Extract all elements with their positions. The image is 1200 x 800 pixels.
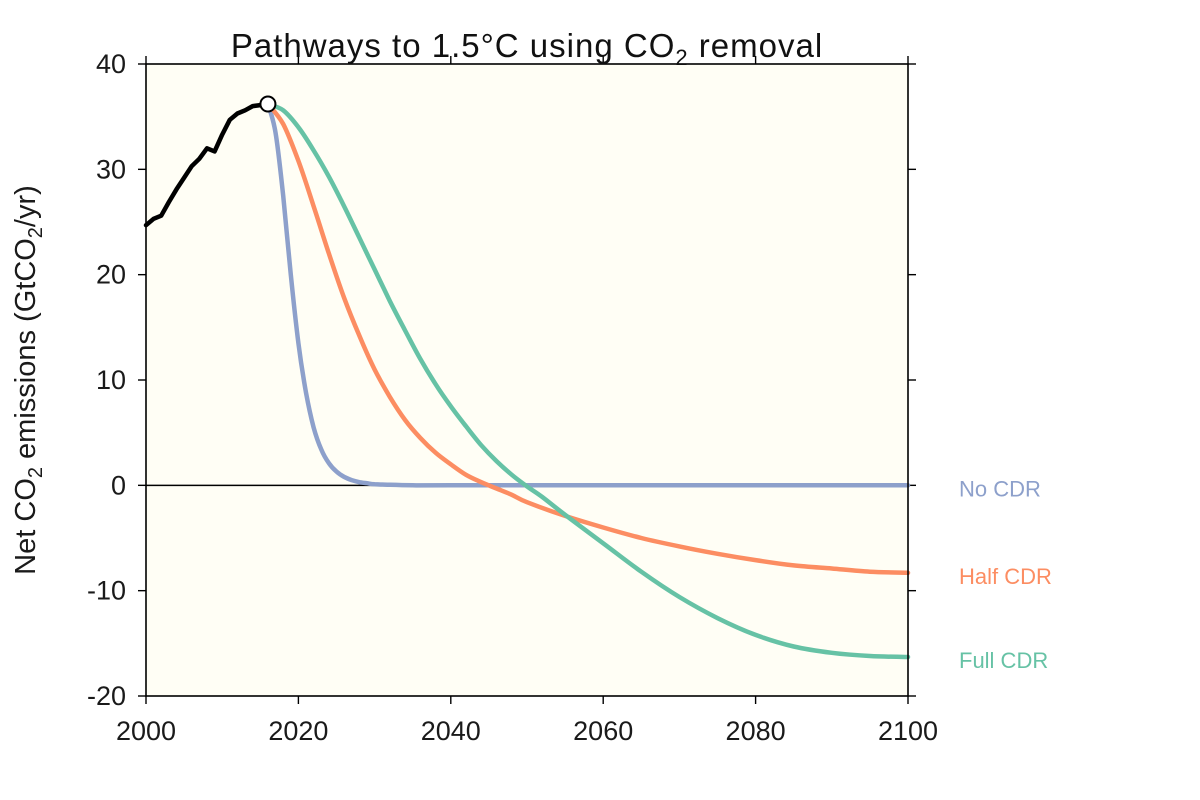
series-line-no-cdr — [265, 101, 911, 488]
series-label-no-cdr: No CDR — [959, 476, 1041, 501]
y-tick-label: -20 — [87, 681, 126, 711]
title-prefix: Pathways to 1.5°C using CO — [231, 27, 676, 64]
plot-area — [146, 64, 908, 696]
y-tick-label: 0 — [111, 470, 126, 500]
title-suffix: removal — [689, 27, 824, 64]
marker-layer — [259, 95, 277, 113]
ylabel-subscript: 2 — [25, 467, 47, 478]
y-tick-label: 40 — [96, 49, 126, 79]
title-subscript: 2 — [675, 45, 688, 70]
y-tick-label: 20 — [96, 260, 126, 290]
series-label-full-cdr: Full CDR — [959, 648, 1048, 673]
x-tick-label: 2020 — [268, 716, 328, 746]
tick-labels: 2000 2020 2040 2060 2080 2100 -20 -10 0 10 20 30 40 — [87, 49, 938, 746]
y-tick-label: 10 — [96, 365, 126, 395]
series-line-historical — [143, 101, 271, 228]
y-tick-label: -10 — [87, 576, 126, 606]
y-axis-label: Net CO2 emissions (GtCO2/yr) — [10, 185, 47, 575]
x-tick-label: 2100 — [878, 716, 938, 746]
plot-frame — [145, 63, 909, 697]
ylabel-prefix: Net CO — [10, 478, 42, 575]
x-tick-label: 2080 — [726, 716, 786, 746]
chart-title: Pathways to 1.5°C using CO2 removal — [231, 27, 823, 70]
axis-ticks — [138, 56, 916, 704]
ylabel-middle: emissions (GtCO — [10, 238, 42, 467]
series-label-half-cdr: Half CDR — [959, 564, 1052, 589]
series-labels: No CDR Half CDR Full CDR — [959, 476, 1052, 673]
x-tick-label: 2060 — [573, 716, 633, 746]
ylabel-subscript-2: 2 — [25, 227, 47, 238]
x-tick-label: 2040 — [421, 716, 481, 746]
series-line-full-cdr — [265, 101, 911, 660]
start-marker — [259, 95, 277, 113]
series-layer — [143, 101, 911, 660]
ylabel-suffix: /yr) — [10, 185, 42, 227]
series-line-half-cdr — [265, 101, 911, 576]
x-tick-label: 2000 — [116, 716, 176, 746]
y-tick-label: 30 — [96, 154, 126, 184]
